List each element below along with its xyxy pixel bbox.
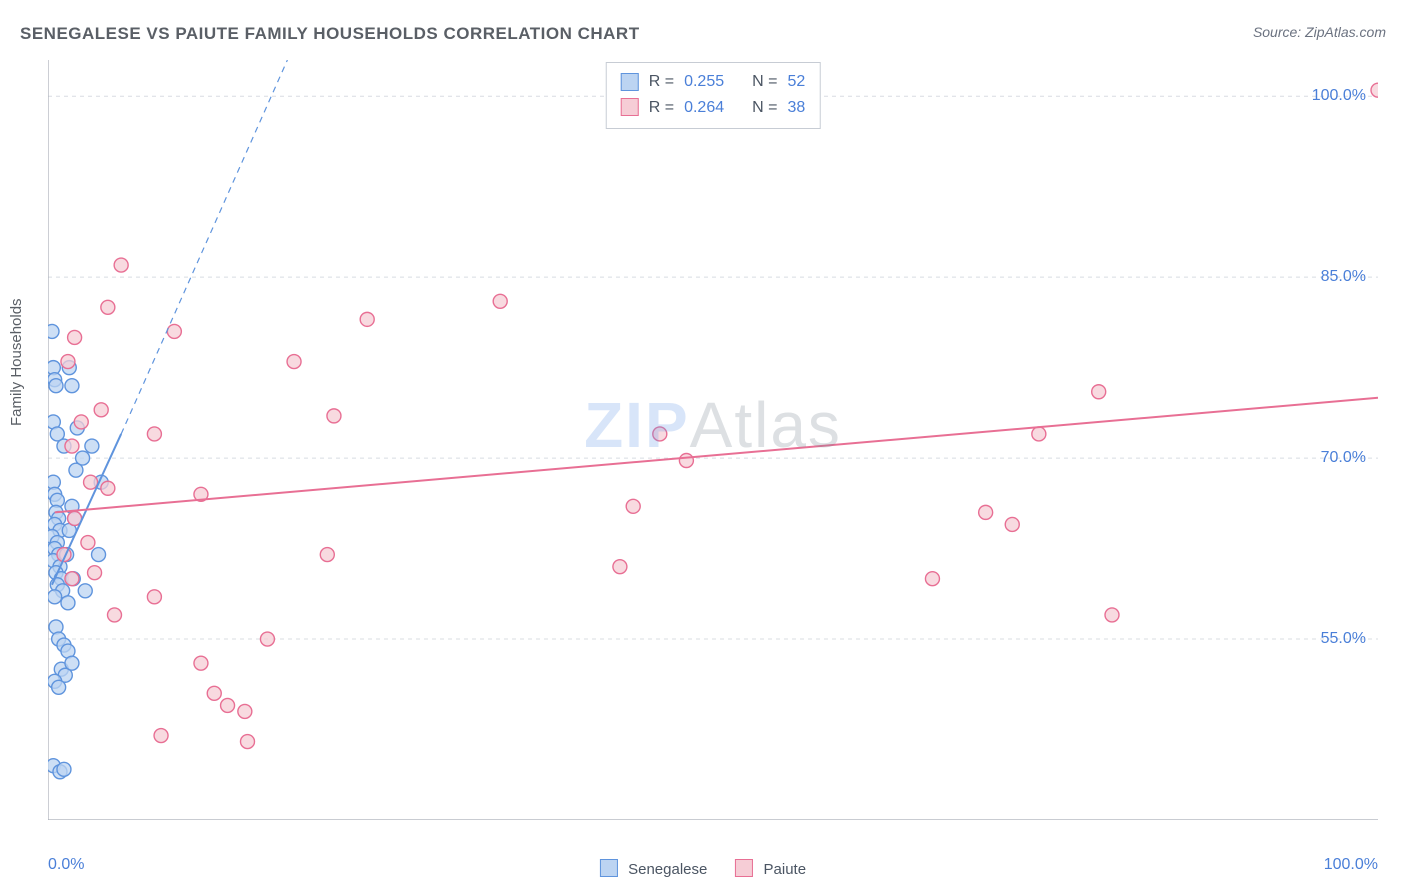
- stats-row-senegalese: R = 0.255 N = 52: [621, 69, 806, 95]
- bottom-legend: Senegalese Paiute: [600, 859, 806, 878]
- y-tick-label: 70.0%: [1321, 449, 1366, 467]
- x-axis-min-label: 0.0%: [48, 856, 84, 874]
- x-axis-max-label: 100.0%: [1324, 856, 1378, 874]
- source-label: Source:: [1253, 24, 1305, 40]
- stats-swatch-senegalese: [621, 73, 639, 91]
- chart-title: SENEGALESE VS PAIUTE FAMILY HOUSEHOLDS C…: [20, 24, 640, 44]
- stats-row-paiute: R = 0.264 N = 38: [621, 95, 806, 121]
- r-label: R =: [649, 95, 674, 121]
- y-tick-label: 55.0%: [1321, 630, 1366, 648]
- legend-label-paiute: Paiute: [764, 861, 807, 878]
- stats-swatch-paiute: [621, 98, 639, 116]
- plot-area: ZIPAtlas R = 0.255 N = 52 R = 0.264 N = …: [48, 60, 1378, 820]
- legend-swatch-senegalese: [600, 859, 618, 877]
- stats-legend-box: R = 0.255 N = 52 R = 0.264 N = 38: [606, 62, 821, 129]
- n-label: N =: [752, 69, 777, 95]
- source-attribution: Source: ZipAtlas.com: [1253, 24, 1386, 40]
- r-value-paiute: 0.264: [684, 95, 724, 121]
- y-tick-label: 85.0%: [1321, 268, 1366, 286]
- r-label: R =: [649, 69, 674, 95]
- n-value-senegalese: 52: [787, 69, 805, 95]
- legend-label-senegalese: Senegalese: [628, 861, 707, 878]
- legend-item-paiute: Paiute: [735, 859, 806, 878]
- legend-item-senegalese: Senegalese: [600, 859, 707, 878]
- chart-container: SENEGALESE VS PAIUTE FAMILY HOUSEHOLDS C…: [0, 0, 1406, 892]
- n-label: N =: [752, 95, 777, 121]
- source-value: ZipAtlas.com: [1305, 24, 1386, 40]
- legend-swatch-paiute: [735, 859, 753, 877]
- scatter-plot-svg: [48, 60, 1378, 820]
- y-tick-label: 100.0%: [1312, 87, 1366, 105]
- r-value-senegalese: 0.255: [684, 69, 724, 95]
- n-value-paiute: 38: [787, 95, 805, 121]
- y-axis-label: Family Households: [8, 298, 25, 426]
